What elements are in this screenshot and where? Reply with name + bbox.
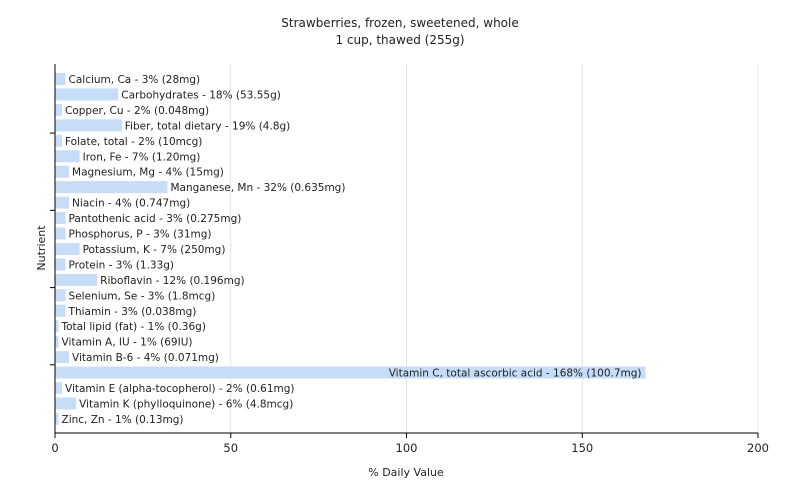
- bar: [55, 351, 70, 364]
- bar-label: Manganese, Mn - 32% (0.635mg): [170, 182, 345, 194]
- bar: [55, 366, 646, 379]
- chart-title: Strawberries, frozen, sweetened, whole: [281, 16, 518, 30]
- bar-label: Thiamin - 3% (0.038mg): [68, 306, 197, 318]
- bar-label: Vitamin K (phylloquinone) - 6% (4.8mcg): [79, 398, 293, 410]
- bar-label: Magnesium, Mg - 4% (15mg): [72, 167, 224, 179]
- bar-label: Vitamin A, IU - 1% (69IU): [62, 337, 193, 349]
- bar: [55, 258, 66, 271]
- bar-label: Vitamin C, total ascorbic acid - 168% (1…: [389, 368, 642, 380]
- bar: [55, 289, 66, 302]
- bar: [55, 150, 80, 163]
- bar-label: Protein - 3% (1.33g): [69, 259, 175, 271]
- bar: [55, 103, 63, 116]
- bar: [55, 273, 98, 286]
- bar-label: Total lipid (fat) - 1% (0.36g): [61, 321, 206, 333]
- bar-label: Copper, Cu - 2% (0.048mg): [65, 105, 209, 117]
- bar: [55, 181, 168, 194]
- bar-label: Phosphorus, P - 3% (31mg): [69, 229, 212, 241]
- bar: [55, 304, 66, 317]
- bar-label: Folate, total - 2% (10mcg): [65, 136, 202, 148]
- x-tick-label: 100: [396, 441, 418, 455]
- bar: [55, 412, 59, 425]
- bar-label: Pantothenic acid - 3% (0.275mg): [69, 213, 242, 225]
- y-axis-title: Nutrient: [35, 225, 48, 271]
- bars: [55, 73, 646, 425]
- bar-label: Selenium, Se - 3% (1.8mcg): [69, 290, 216, 302]
- x-tick-labels: 0 50 100 150 200: [51, 441, 769, 455]
- bar: [55, 134, 63, 147]
- bar-label: Carbohydrates - 18% (53.55g): [121, 89, 281, 101]
- x-axis-title: % Daily Value: [368, 466, 444, 479]
- bar: [55, 212, 66, 225]
- bar: [55, 242, 80, 255]
- axes: [50, 64, 759, 438]
- bar-label: Niacin - 4% (0.747mg): [72, 198, 190, 210]
- bar: [55, 73, 66, 85]
- bar-labels: Calcium, Ca - 3% (28mg) Carbohydrates - 1…: [61, 74, 642, 426]
- bar: [55, 382, 63, 394]
- x-tick-label: 0: [51, 441, 58, 455]
- bar-label: Zinc, Zn - 1% (0.13mg): [62, 414, 184, 426]
- x-tick-label: 150: [571, 441, 593, 455]
- x-tick-label: 200: [747, 441, 769, 455]
- bar: [55, 397, 77, 410]
- x-tick-label: 50: [223, 441, 238, 455]
- bar: [55, 88, 119, 101]
- bar-label: Calcium, Ca - 3% (28mg): [69, 74, 201, 86]
- bar-label: Riboflavin - 12% (0.196mg): [100, 275, 244, 287]
- bar-label: Vitamin B-6 - 4% (0.071mg): [72, 352, 219, 364]
- bar: [55, 227, 66, 240]
- bar: [55, 119, 122, 132]
- bar: [55, 165, 70, 178]
- bar: [55, 335, 59, 348]
- bar-label: Vitamin E (alpha-tocopherol) - 2% (0.61m…: [65, 383, 295, 395]
- bar: [55, 196, 70, 209]
- bar-label: Potassium, K - 7% (250mg): [83, 244, 226, 256]
- bar: [55, 320, 59, 333]
- bar-label: Iron, Fe - 7% (1.20mg): [83, 151, 201, 163]
- chart-subtitle: 1 cup, thawed (255g): [335, 33, 464, 47]
- bar-label: Fiber, total dietary - 19% (4.8g): [125, 120, 290, 132]
